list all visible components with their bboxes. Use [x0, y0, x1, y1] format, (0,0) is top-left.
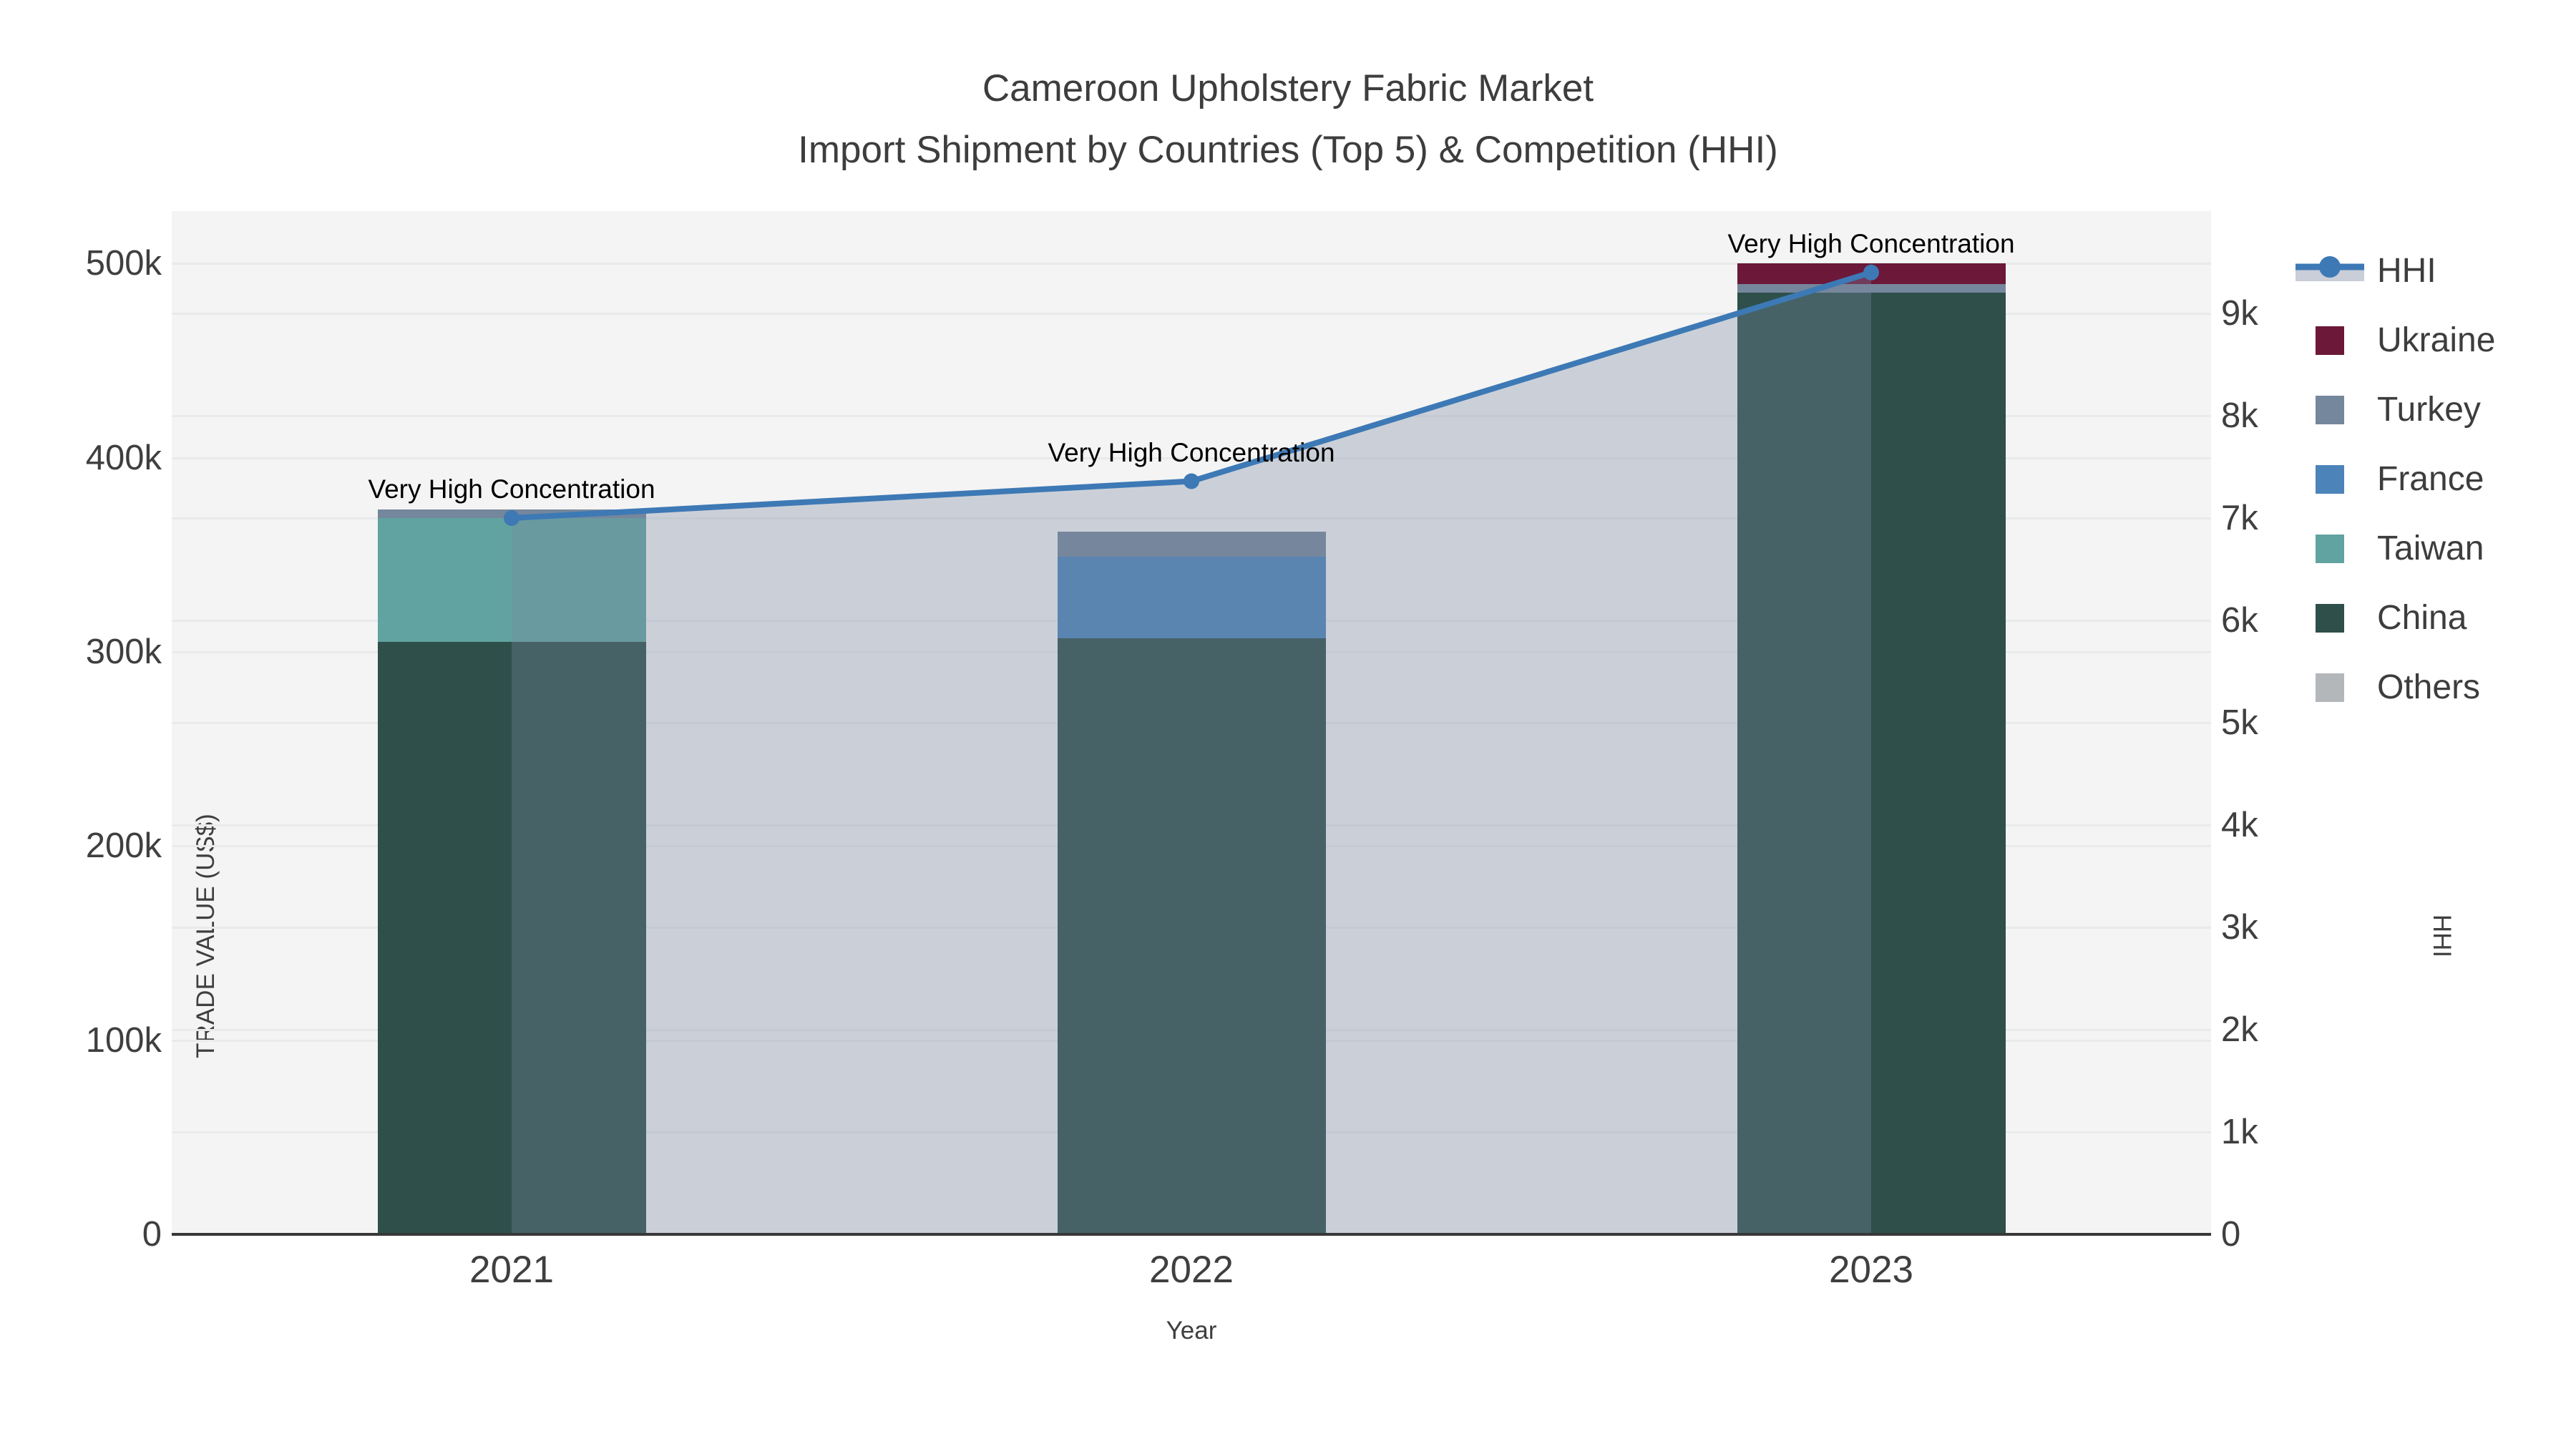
- bar-segment-china-2022[interactable]: [1057, 638, 1326, 1234]
- x-tick-2022: 2022: [1149, 1249, 1234, 1291]
- annotation-very-high-concentration-2023: Very High Concentration: [1727, 228, 2015, 258]
- annotation-very-high-concentration-2021: Very High Concentration: [368, 474, 655, 504]
- x-axis-line: [172, 1233, 2211, 1236]
- taiwan-swatch-icon: [2316, 534, 2344, 563]
- legend-label: Taiwan: [2377, 530, 2484, 567]
- hhi-marker-2021[interactable]: [504, 510, 519, 526]
- y-right-tick-6k: 6k: [2221, 601, 2258, 640]
- gridline: [172, 415, 2211, 417]
- y-left-tick-300k: 300k: [85, 632, 162, 671]
- y-right-tick-7k: 7k: [2221, 499, 2258, 537]
- legend-label: France: [2377, 460, 2484, 498]
- legend-item-china[interactable]: China: [2294, 583, 2495, 653]
- x-axis-title: Year: [1166, 1317, 1217, 1345]
- bar-segment-china-2023[interactable]: [1737, 292, 2006, 1234]
- gridline: [172, 313, 2211, 315]
- legend-label: China: [2377, 599, 2467, 637]
- bar-segment-turkey-2022[interactable]: [1057, 531, 1326, 557]
- y-right-tick-8k: 8k: [2221, 396, 2258, 435]
- x-tick-2023: 2023: [1829, 1249, 1913, 1291]
- y-left-tick-100k: 100k: [85, 1020, 162, 1060]
- bar-segment-taiwan-2021[interactable]: [377, 517, 646, 643]
- hhi-line-sample-icon: [2294, 254, 2366, 288]
- legend-item-turkey[interactable]: Turkey: [2294, 375, 2495, 444]
- legend-item-ukraine[interactable]: Ukraine: [2294, 306, 2495, 375]
- gridline: [172, 263, 2211, 265]
- y-left-tick-200k: 200k: [85, 826, 162, 866]
- china-swatch-icon: [2316, 603, 2344, 633]
- hhi-marker-2022[interactable]: [1184, 473, 1199, 489]
- hhi-marker-2023[interactable]: [1863, 264, 1879, 280]
- legend-item-others[interactable]: Others: [2294, 653, 2495, 722]
- y-left-tick-400k: 400k: [85, 438, 162, 477]
- hhi-area-fill: [512, 272, 1871, 1234]
- gridline: [172, 457, 2211, 459]
- x-tick-2021: 2021: [469, 1249, 554, 1291]
- bar-segment-france-2022[interactable]: [1057, 556, 1326, 638]
- y-right-tick-3k: 3k: [2221, 908, 2258, 947]
- chart-title-line1: Cameroon Upholstery Fabric Market: [982, 67, 1594, 109]
- bar-segment-china-2021[interactable]: [377, 642, 646, 1234]
- legend: HHI Ukraine Turkey France Taiwan China O…: [2294, 236, 2495, 722]
- others-swatch-icon: [2316, 673, 2344, 702]
- y-right-tick-9k: 9k: [2221, 294, 2258, 333]
- y-right-tick-4k: 4k: [2221, 806, 2258, 844]
- legend-item-france[interactable]: France: [2294, 444, 2495, 514]
- annotation-very-high-concentration-2022: Very High Concentration: [1048, 437, 1335, 467]
- chart-title-line2: Import Shipment by Countries (Top 5) & C…: [798, 129, 1778, 171]
- y-left-tick-0: 0: [142, 1215, 162, 1254]
- legend-item-taiwan[interactable]: Taiwan: [2294, 514, 2495, 583]
- y-right-tick-5k: 5k: [2221, 703, 2258, 742]
- y-right-tick-2k: 2k: [2221, 1010, 2258, 1049]
- plot-area: Very High Concentration Very High Concent…: [172, 211, 2456, 1234]
- france-swatch-icon: [2316, 464, 2344, 494]
- legend-label: Others: [2377, 668, 2481, 706]
- ukraine-swatch-icon: [2316, 326, 2344, 355]
- legend-label: Ukraine: [2377, 321, 2496, 359]
- hhi-line-area-svg: [504, 264, 1879, 1234]
- legend-label: Turkey: [2377, 391, 2481, 429]
- legend-label: HHI: [2377, 252, 2436, 290]
- y-left-tick-500k: 500k: [85, 244, 162, 283]
- y-right-tick-1k: 1k: [2221, 1113, 2258, 1151]
- turkey-swatch-icon: [2316, 395, 2344, 424]
- y-right-tick-0: 0: [2221, 1215, 2241, 1254]
- gridline: [172, 517, 2211, 519]
- legend-item-hhi[interactable]: HHI: [2294, 236, 2495, 306]
